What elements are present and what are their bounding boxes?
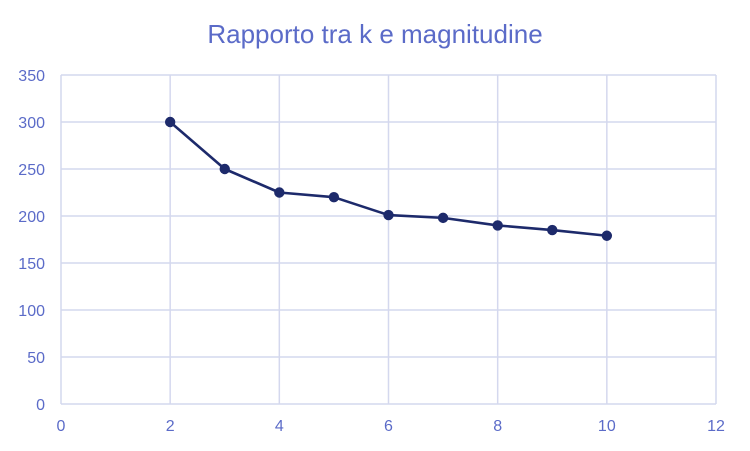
x-tick-label: 4 [275, 418, 284, 435]
y-tick-label: 0 [36, 397, 45, 414]
y-tick-label: 350 [18, 68, 45, 85]
data-point [219, 163, 230, 175]
data-point [437, 212, 449, 224]
series [164, 116, 613, 241]
y-tick-label: 250 [18, 162, 45, 179]
x-tick-label: 10 [598, 418, 616, 435]
y-tick-label: 100 [18, 303, 45, 320]
data-point [328, 192, 340, 203]
x-tick-label: 2 [166, 418, 175, 435]
chart-title: Rapporto tra k e magnitudine [207, 19, 542, 49]
x-tick-label: 8 [493, 418, 502, 435]
data-point [547, 224, 558, 236]
data-point [274, 187, 285, 198]
data-point [492, 220, 503, 231]
tick-labels: 0 50 100 150 200 250 300 350 0 2 4 6 8 10 12 [18, 68, 725, 435]
y-tick-label: 150 [18, 256, 45, 273]
grid [60, 74, 717, 405]
data-point [383, 209, 394, 221]
x-tick-label: 12 [707, 418, 725, 435]
data-point [164, 116, 176, 128]
y-tick-label: 200 [18, 209, 45, 226]
y-tick-label: 50 [27, 350, 45, 367]
data-point [601, 230, 613, 241]
y-tick-label: 300 [18, 115, 45, 132]
x-tick-label: 6 [384, 418, 393, 435]
x-tick-label: 0 [57, 418, 66, 435]
